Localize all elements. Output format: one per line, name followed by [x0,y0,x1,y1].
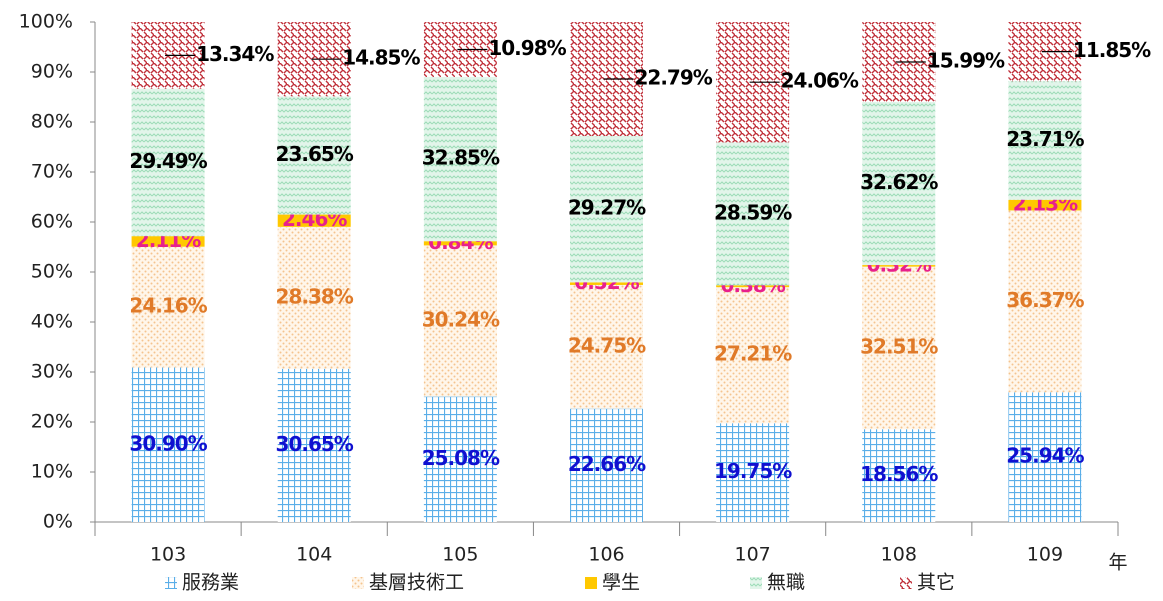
value-label: 24.06% [781,69,859,93]
bar-segment [716,287,790,424]
x-tick-label: 103 [150,544,186,566]
bar-segment [570,284,643,409]
x-tick-label: 106 [588,544,624,566]
value-label: 32.51% [860,334,938,358]
y-tick-label: 50% [31,261,73,283]
value-label: 10.98% [488,36,566,60]
value-label: 19.75% [714,459,792,483]
bar-segment [131,88,205,237]
y-tick-label: 80% [31,111,73,133]
bar-segment [277,214,351,227]
y-tick-label: 30% [31,361,73,383]
value-label: 30.24% [422,308,500,332]
bar-segment [716,142,790,286]
bar-segment [1008,81,1082,200]
y-tick-label: 60% [31,211,73,233]
value-label: 24.75% [568,333,646,357]
legend-label: 基層技術工 [369,572,464,594]
legend-swatch [585,577,597,589]
bar-segment [716,285,790,288]
y-tick-label: 70% [31,161,73,183]
bar-segment [131,236,205,247]
value-label: 28.59% [714,200,792,224]
legend-swatch [750,577,762,589]
x-tick-label: 105 [442,544,478,566]
bar-segment [277,368,351,522]
y-tick-label: 20% [31,411,73,433]
bar-segment [423,245,497,397]
value-label: 23.65% [276,142,354,166]
value-label: 28.38% [276,284,354,308]
bar-segment [570,136,643,283]
value-label: 30.90% [129,431,207,455]
legend-label: 服務業 [182,572,239,594]
y-tick-label: 0% [43,511,73,533]
bar-segment [1008,210,1082,393]
value-label: 32.85% [422,146,500,170]
x-tick-label: 104 [296,544,332,566]
bar-segment [862,429,936,522]
y-tick-label: 100% [19,11,73,33]
legend-label: 其它 [917,572,955,594]
value-label: 27.21% [714,342,792,366]
bar-segment [423,76,497,242]
x-tick-label: 109 [1027,544,1063,566]
legend-swatch [900,577,912,589]
value-label: 32.62% [860,170,938,194]
bar-segment [131,367,205,522]
value-label: 14.85% [342,46,420,70]
y-tick-label: 40% [31,311,73,333]
legend-label: 學生 [602,572,640,594]
value-label: 22.79% [635,66,713,90]
y-tick-label: 90% [31,61,73,83]
x-unit: 年 [1108,552,1127,574]
value-label: 24.16% [129,294,207,318]
value-label: 11.85% [1073,38,1151,62]
bar-segment [131,246,205,368]
legend-swatch [352,577,364,589]
legend-swatch [165,577,177,589]
value-label: 18.56% [860,462,938,486]
value-label: 29.49% [129,149,207,173]
bar-segment [277,96,351,215]
bar-segment [1008,199,1082,211]
bar-segment [862,265,936,267]
bar-segment [570,408,643,522]
bar-segment [862,266,936,430]
bar-segment [423,396,497,522]
x-tick-label: 108 [881,544,917,566]
bar-segment [277,226,351,369]
bar-segment [570,282,643,285]
bar-segment [716,423,790,522]
bar-segment [862,101,936,266]
value-label: 25.08% [422,446,500,470]
value-label: 25.94% [1006,444,1084,468]
value-label: 30.65% [276,432,354,456]
value-label: 23.71% [1006,127,1084,151]
value-label: 22.66% [568,452,646,476]
value-label: 15.99% [927,48,1005,72]
x-tick-label: 107 [735,544,771,566]
y-tick-label: 10% [31,461,73,483]
value-label: 36.37% [1006,288,1084,312]
legend-label: 無職 [767,572,805,594]
value-label: 29.27% [568,196,646,220]
value-label: 13.34% [196,42,274,66]
bar-segment [423,241,497,246]
bar-segment [1008,392,1082,522]
